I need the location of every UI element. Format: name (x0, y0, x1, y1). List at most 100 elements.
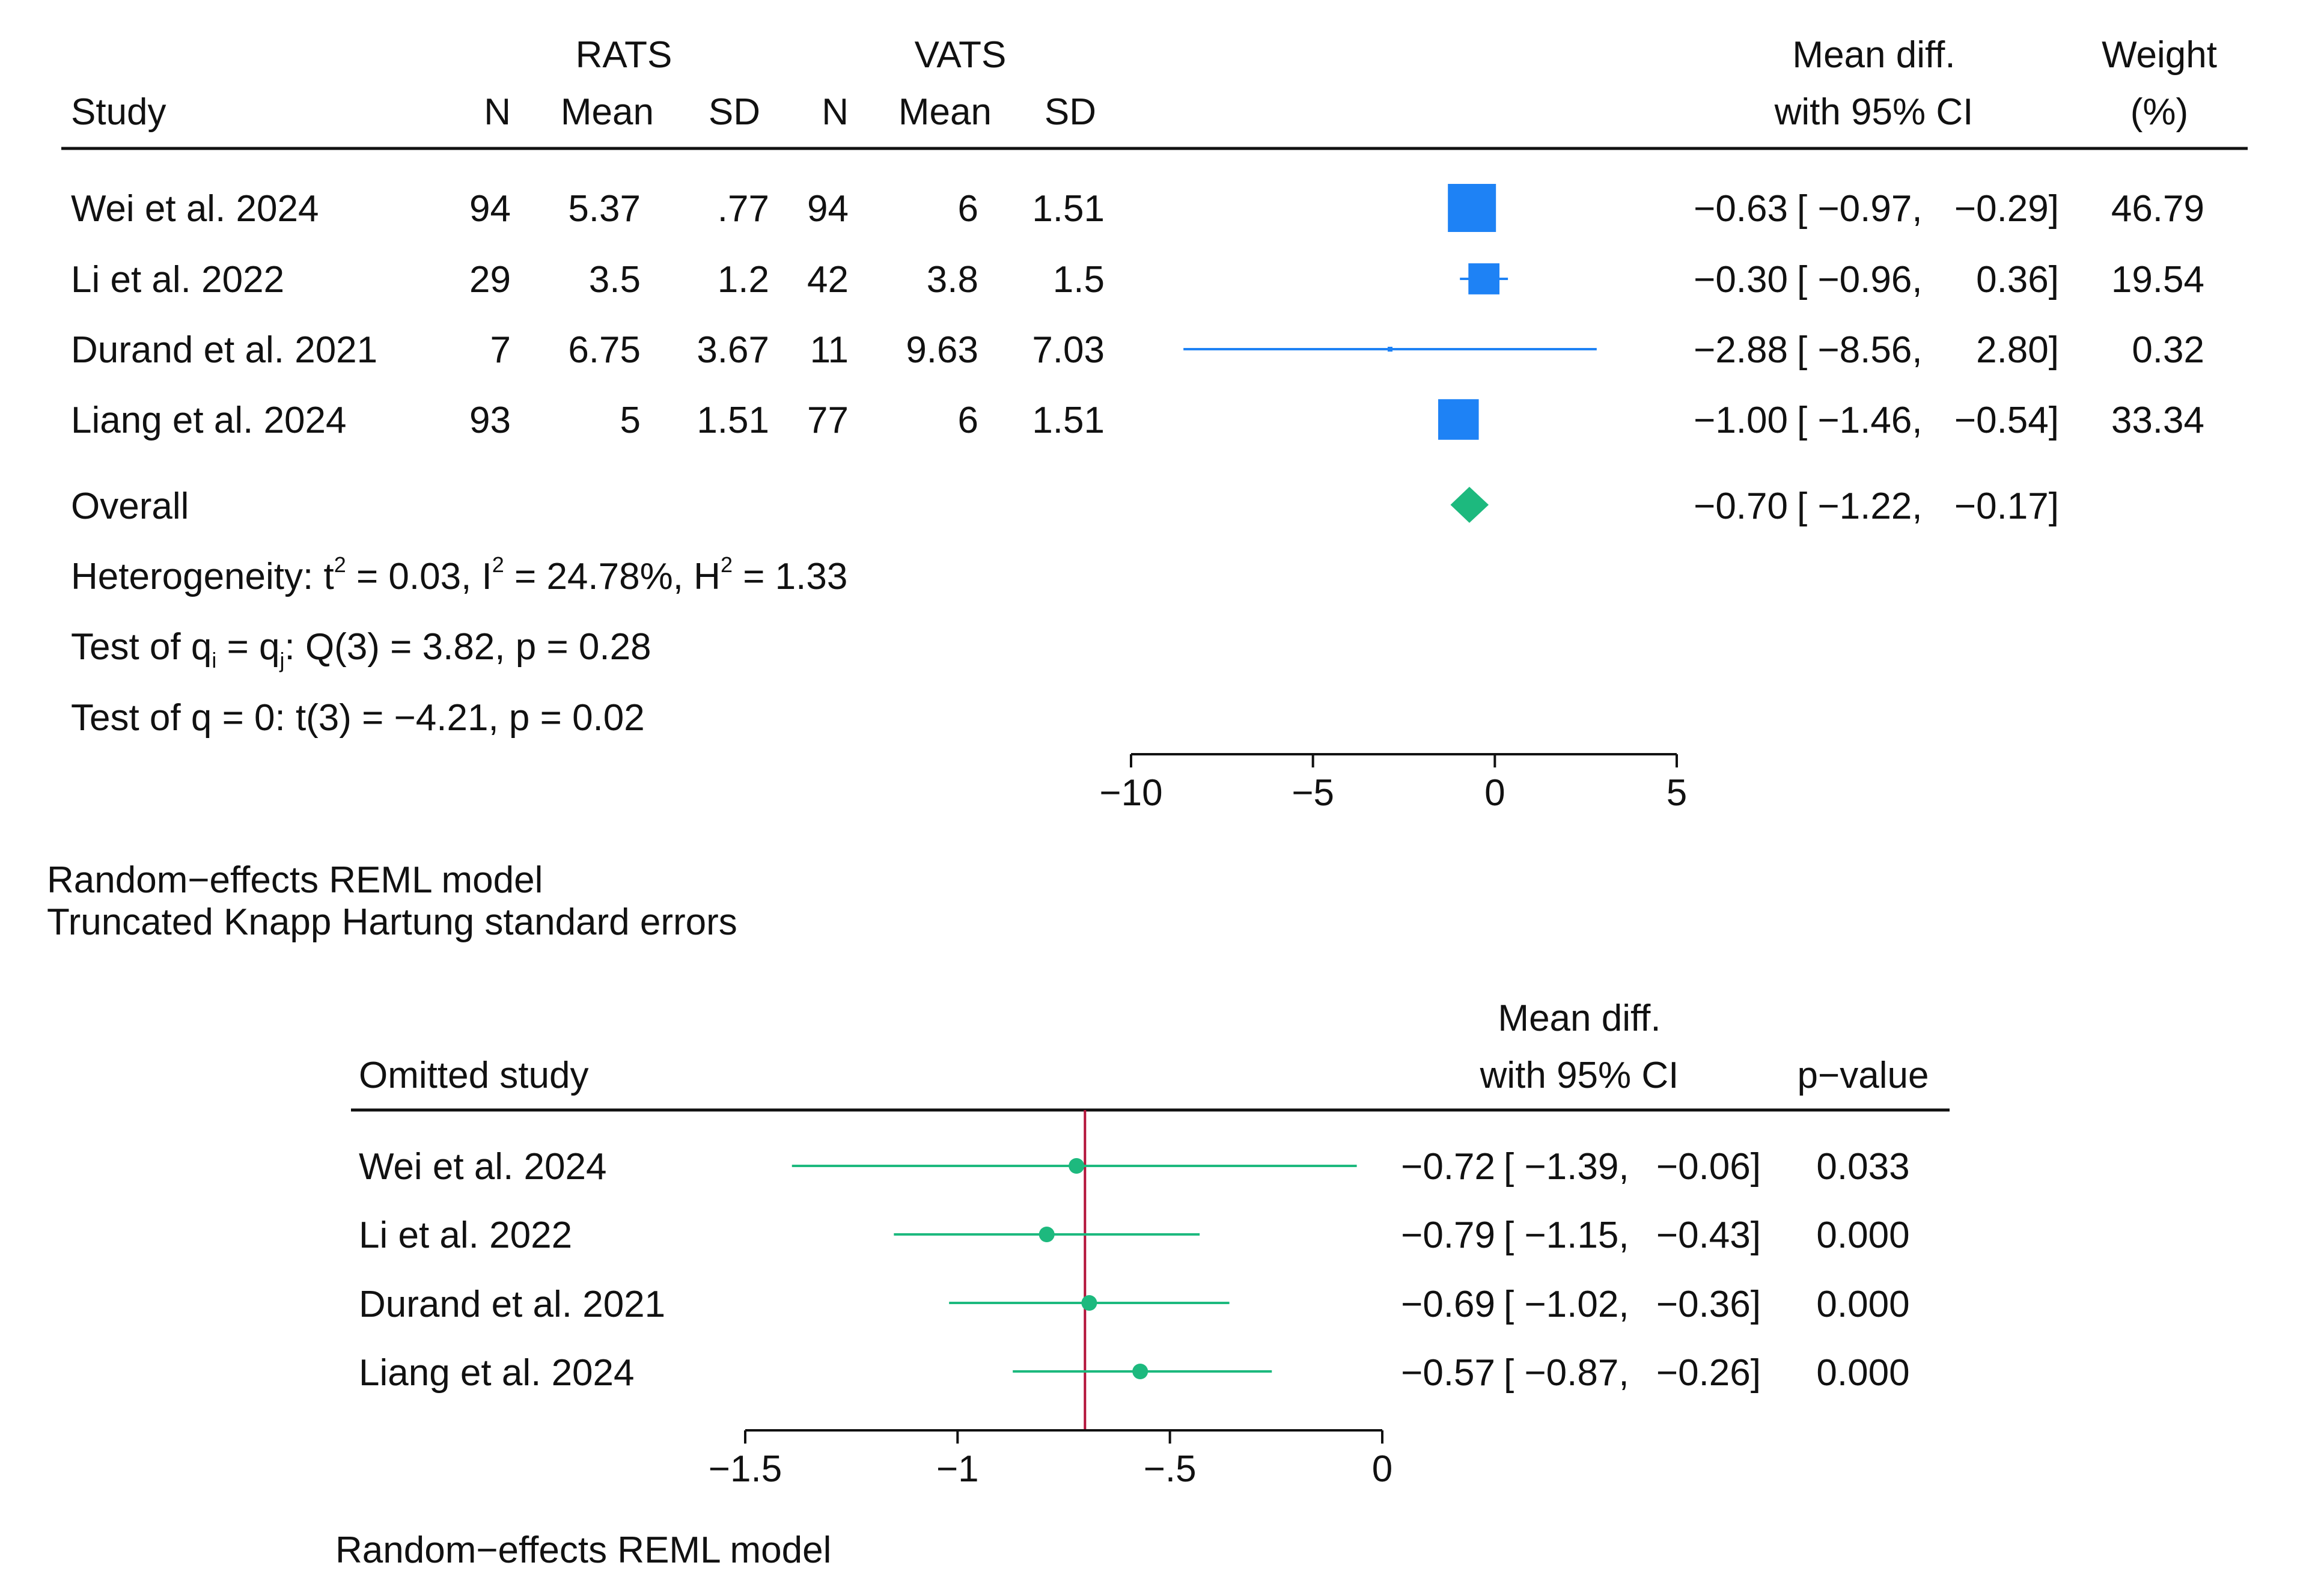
loo-pvalue: 0.033 (1816, 1146, 1909, 1188)
loo-pvalue: 0.000 (1816, 1215, 1909, 1256)
weight: 0.32 (2132, 329, 2204, 371)
header-rats: RATS (576, 34, 672, 76)
vats-n: 11 (810, 329, 849, 371)
effect-estimate: −0.30 (1694, 259, 1788, 300)
rats-mean: 5 (620, 400, 641, 441)
test1-sub-i: i (212, 648, 216, 672)
header-mean2: Mean (898, 91, 992, 133)
vats-sd: 1.51 (1032, 188, 1105, 230)
loo-pvalue: 0.000 (1816, 1284, 1909, 1325)
study-row-2: Durand et al. 2021 7 6.75 3.67 11 9.63 7… (71, 329, 2204, 371)
study-label: Wei et al. 2024 (71, 188, 319, 230)
overall-ci-upper: −0.17] (1954, 486, 2059, 527)
rats-sd: 1.2 (718, 259, 769, 300)
forest-plot-main: RATS VATS Mean diff. Weight Study N Mean… (47, 34, 2248, 943)
study-label: Durand et al. 2021 (71, 329, 377, 371)
overall-label: Overall (71, 486, 189, 527)
vats-n: 94 (807, 188, 849, 230)
axis-tick-label: −10 (1099, 772, 1162, 814)
axis-tick-label: −1.5 (709, 1448, 782, 1490)
study-row-1: Li et al. 2022 29 3.5 1.2 42 3.8 1.5 −0.… (71, 259, 2204, 300)
tau-squared-sup: 2 (334, 552, 346, 577)
vats-n: 77 (807, 400, 849, 441)
vats-mean: 6 (958, 188, 978, 230)
h-squared-sup: 2 (721, 552, 733, 577)
loo-ci-lower: [ −1.02, (1504, 1284, 1629, 1325)
x-axis-top: −10 −5 0 5 (1099, 753, 1687, 814)
loo-point (1069, 1158, 1085, 1174)
loo-estimate: −0.69 (1401, 1284, 1495, 1325)
effect-estimate: −0.63 (1694, 188, 1788, 230)
vats-sd: 1.5 (1053, 259, 1105, 300)
loo-point (1081, 1295, 1097, 1311)
loo-header-study: Omitted study (359, 1055, 588, 1096)
weight-square (1468, 263, 1500, 294)
weight: 46.79 (2111, 188, 2204, 230)
rats-n: 7 (490, 329, 511, 371)
header-n2: N (822, 91, 849, 133)
vats-mean: 9.63 (906, 329, 978, 371)
loo-ci-upper: −0.36] (1656, 1284, 1761, 1325)
loo-ci-upper: −0.06] (1656, 1146, 1761, 1188)
se-note: Truncated Knapp Hartung standard errors (47, 901, 737, 943)
ci-lower: [ −1.46, (1797, 400, 1923, 441)
x-axis-bottom: −1.5 −1 −.5 0 (709, 1429, 1392, 1490)
loo-row-1: Li et al. 2022 −0.79 [ −1.15, −0.43] 0.0… (359, 1215, 1910, 1256)
i-squared-sup: 2 (492, 552, 504, 577)
weight-square (1387, 347, 1392, 352)
loo-estimate: −0.57 (1401, 1352, 1495, 1394)
heterogeneity-mid2: = 24.78%, H (504, 556, 721, 597)
study-row-0: Wei et al. 2024 94 5.37 .77 94 6 1.51 −0… (71, 188, 2204, 230)
vats-mean: 3.8 (927, 259, 978, 300)
header-weight-line1: Weight (2102, 34, 2217, 76)
study-label: Liang et al. 2024 (71, 400, 347, 441)
weight-square (1438, 399, 1479, 440)
model-note: Random−effects REML model (47, 859, 543, 901)
study-label: Li et al. 2022 (71, 259, 284, 300)
header-vats: VATS (915, 34, 1007, 76)
loo-ci-lower: [ −1.15, (1504, 1215, 1629, 1256)
overall-effect-test: Test of q = 0: t(3) = −4.21, p = 0.02 (71, 697, 645, 739)
test1-prefix: Test of q (71, 626, 212, 668)
test1-sub-j: j (279, 648, 285, 672)
ci-upper: −0.54] (1954, 400, 2059, 441)
header-weight-line2: (%) (2130, 91, 2188, 133)
loo-row-3: Liang et al. 2024 −0.57 [ −0.87, −0.26] … (359, 1352, 1910, 1394)
rats-sd: 1.51 (697, 400, 769, 441)
weight: 33.34 (2111, 400, 2204, 441)
heterogeneity-end: = 1.33 (733, 556, 847, 597)
loo-marks (791, 1110, 1357, 1429)
loo-ci-lower: [ −0.87, (1504, 1352, 1629, 1394)
leave-one-out-plot: Mean diff. Omitted study with 95% CI p−v… (335, 998, 1950, 1571)
loo-header-pvalue: p−value (1798, 1055, 1929, 1096)
axis-tick-label: 0 (1484, 772, 1505, 814)
header-effect-line2: with 95% CI (1774, 91, 1974, 133)
loo-row-2: Durand et al. 2021 −0.69 [ −1.02, −0.36]… (359, 1284, 1910, 1325)
vats-n: 42 (807, 259, 849, 300)
weight-square (1448, 184, 1496, 232)
ci-upper: −0.29] (1954, 188, 2059, 230)
forest-marks (1183, 184, 1597, 523)
vats-mean: 6 (958, 400, 978, 441)
axis-tick-label: 0 (1372, 1448, 1392, 1490)
rats-mean: 3.5 (589, 259, 641, 300)
ci-upper: 0.36] (1976, 259, 2059, 300)
omitted-study-label: Wei et al. 2024 (359, 1146, 606, 1188)
overall-diamond (1450, 487, 1489, 523)
heterogeneity-prefix: Heterogeneity: t (71, 556, 334, 597)
rats-mean: 6.75 (568, 329, 641, 371)
effect-estimate: −2.88 (1694, 329, 1788, 371)
vats-sd: 7.03 (1032, 329, 1105, 371)
vats-sd: 1.51 (1032, 400, 1105, 441)
axis-tick-label: 5 (1667, 772, 1687, 814)
ci-lower: [ −0.97, (1797, 188, 1923, 230)
axis-tick-label: −5 (1292, 772, 1334, 814)
rats-mean: 5.37 (568, 188, 641, 230)
rats-sd: 3.67 (697, 329, 769, 371)
heterogeneity-mid: = 0.03, I (346, 556, 492, 597)
homogeneity-test: Test of qi = qj: Q(3) = 3.82, p = 0.28 (71, 626, 651, 672)
loo-pvalue: 0.000 (1816, 1352, 1909, 1394)
omitted-study-label: Li et al. 2022 (359, 1215, 572, 1256)
